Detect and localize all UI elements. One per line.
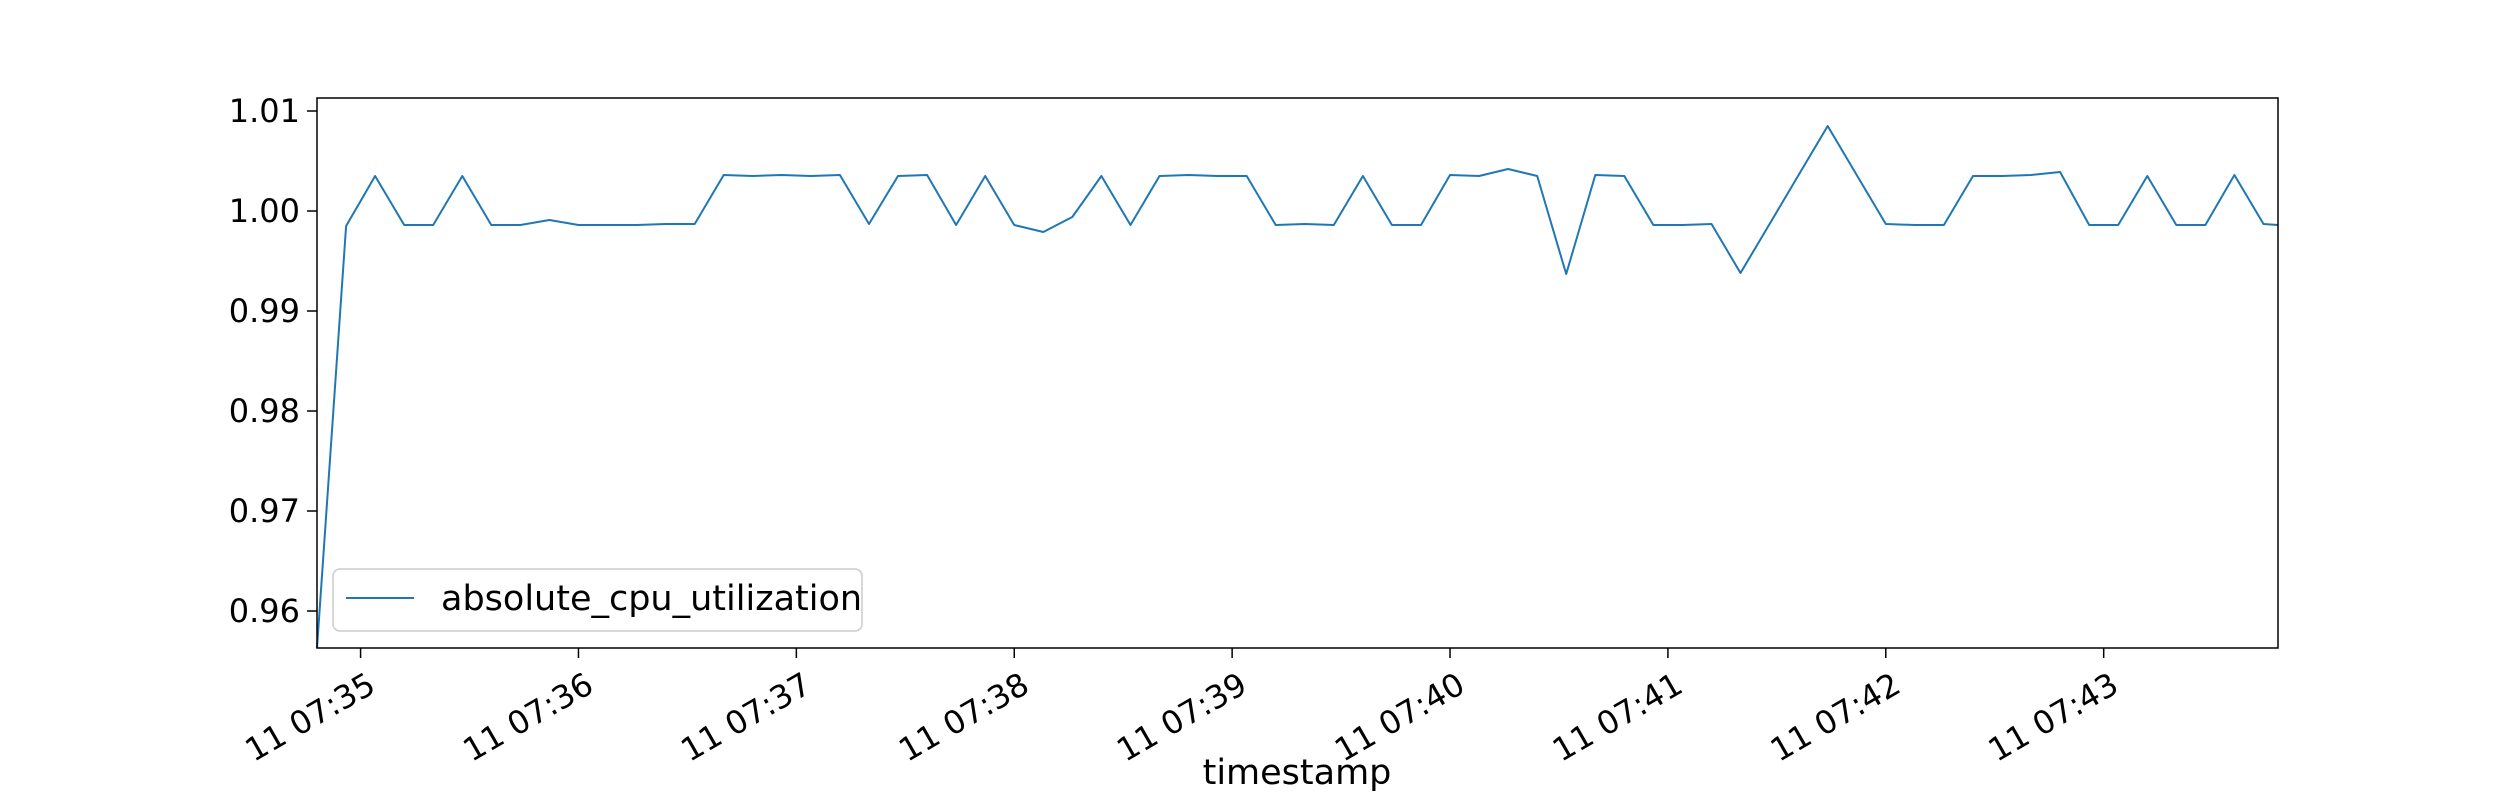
x-tick-label: 11 07:36 (457, 665, 600, 769)
x-tick-label: 11 07:43 (1982, 665, 2125, 769)
legend: absolute_cpu_utilization (332, 568, 863, 632)
x-axis-title: timestamp (1203, 753, 1392, 793)
plot-area (317, 98, 2278, 648)
y-tick-label: 1.01 (229, 92, 300, 130)
x-tick-label: 11 07:38 (892, 665, 1035, 769)
y-tick-label: 0.97 (229, 492, 300, 530)
plot-frame (316, 97, 2279, 649)
x-tick-label: 11 07:41 (1546, 665, 1689, 769)
y-axis: 0.96 0.97 0.98 0.99 1.00 1.01 (229, 92, 317, 630)
legend-label: absolute_cpu_utilization (441, 579, 862, 619)
x-axis: 11 07:35 11 07:36 11 07:37 11 07:38 11 07:39… (239, 648, 2125, 769)
y-tick-label: 0.98 (229, 392, 300, 430)
series-line (316, 125, 2279, 649)
x-tick-label: 11 07:42 (1764, 665, 1907, 769)
legend-box (332, 568, 863, 632)
x-tick-label: 11 07:35 (239, 665, 382, 769)
y-tick-label: 0.96 (229, 592, 300, 630)
y-tick-label: 0.99 (229, 292, 300, 330)
y-tick-label: 1.00 (229, 192, 300, 230)
x-tick-label: 11 07:37 (674, 665, 817, 769)
series-layer (316, 125, 2279, 649)
